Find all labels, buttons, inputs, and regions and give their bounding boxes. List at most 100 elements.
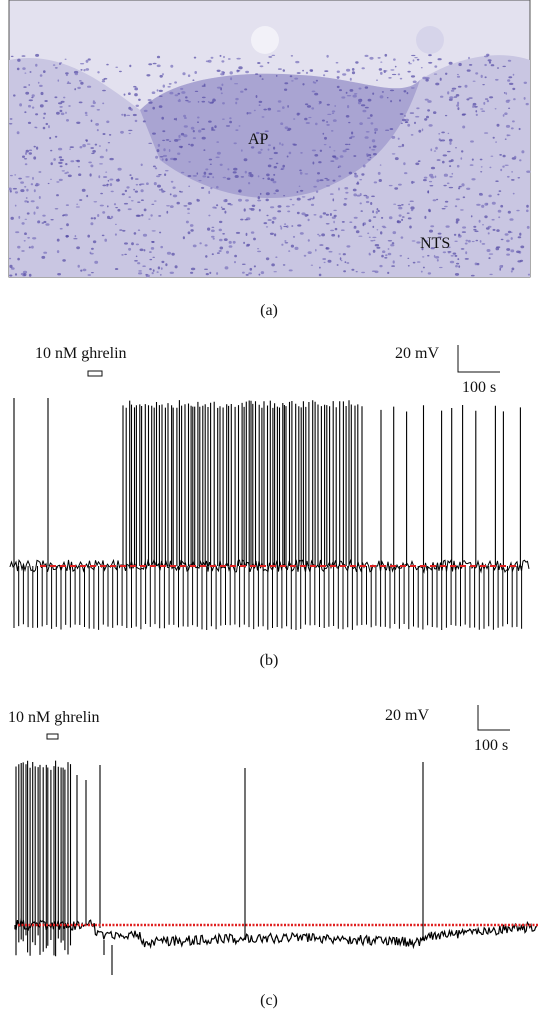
- cell: [323, 144, 327, 146]
- cell: [401, 118, 406, 122]
- cell: [354, 174, 359, 178]
- cell: [149, 251, 152, 253]
- cell: [412, 80, 417, 84]
- cell: [65, 204, 69, 207]
- cell: [245, 274, 249, 276]
- cell: [211, 126, 214, 130]
- cell: [375, 210, 378, 214]
- cell: [334, 227, 338, 231]
- cell: [121, 113, 124, 116]
- cell: [192, 244, 197, 248]
- cell: [326, 185, 331, 187]
- cell: [497, 209, 502, 213]
- cell: [240, 90, 244, 93]
- cell: [42, 126, 46, 130]
- cell: [209, 163, 212, 165]
- cell: [344, 187, 349, 190]
- cell: [31, 106, 35, 109]
- cell: [20, 189, 25, 193]
- cell: [176, 201, 180, 205]
- histology-image: [8, 0, 531, 278]
- cell: [433, 254, 436, 258]
- cell: [190, 126, 195, 130]
- cell: [218, 250, 222, 252]
- cell: [396, 220, 400, 223]
- cell: [349, 77, 352, 81]
- cell: [137, 229, 141, 231]
- cell: [216, 204, 219, 207]
- cell: [513, 98, 516, 101]
- cell: [372, 225, 375, 228]
- cell: [399, 254, 403, 257]
- cell: [319, 244, 324, 246]
- cell: [330, 229, 335, 232]
- cell: [511, 267, 515, 271]
- cell: [332, 119, 337, 122]
- cell: [143, 249, 146, 252]
- cell: [283, 195, 286, 197]
- cell: [455, 220, 459, 224]
- cell: [384, 53, 388, 57]
- cell: [269, 232, 274, 235]
- cell: [201, 128, 206, 131]
- cell: [295, 60, 300, 64]
- cell: [140, 199, 144, 201]
- cell: [398, 145, 402, 148]
- cell: [108, 134, 112, 136]
- cell: [194, 71, 197, 74]
- cell: [399, 77, 403, 80]
- cell: [258, 104, 261, 106]
- cell: [484, 98, 489, 100]
- cell: [42, 116, 46, 120]
- cell: [221, 208, 226, 210]
- cell: [155, 155, 159, 159]
- cell: [472, 105, 474, 108]
- cell: [489, 96, 494, 99]
- cell: [377, 171, 381, 175]
- cell: [285, 205, 290, 208]
- cell: [156, 55, 161, 59]
- cell: [394, 187, 399, 190]
- vessel: [416, 26, 444, 54]
- cell: [110, 215, 114, 219]
- cell: [356, 194, 361, 197]
- cell: [161, 116, 164, 120]
- cell: [422, 256, 425, 258]
- cell: [91, 152, 95, 155]
- cell: [314, 92, 319, 96]
- cell: [461, 231, 466, 233]
- cell: [279, 142, 281, 145]
- cell: [29, 71, 32, 73]
- cell: [322, 258, 327, 260]
- cell: [96, 129, 99, 132]
- cell: [38, 196, 41, 199]
- cell: [257, 250, 262, 253]
- cell: [54, 96, 58, 99]
- cell: [318, 103, 321, 105]
- cell: [107, 205, 109, 208]
- cell: [105, 148, 108, 152]
- cell: [54, 67, 58, 69]
- cell: [134, 260, 138, 262]
- cell: [288, 269, 293, 272]
- cell: [87, 234, 90, 238]
- cell: [317, 172, 320, 175]
- cell: [293, 118, 296, 120]
- cell: [482, 224, 484, 226]
- cell: [405, 118, 409, 122]
- cell: [401, 143, 405, 147]
- cell: [321, 233, 325, 237]
- cell: [372, 145, 377, 148]
- cell: [129, 174, 132, 177]
- cell: [258, 273, 261, 276]
- cell: [313, 196, 315, 200]
- cell: [322, 212, 327, 215]
- cell: [430, 176, 435, 179]
- cell: [318, 273, 322, 277]
- cell: [505, 124, 511, 128]
- cell: [40, 91, 44, 96]
- cell: [208, 120, 212, 123]
- cell: [207, 100, 210, 103]
- cell: [177, 138, 181, 141]
- cell: [219, 163, 223, 166]
